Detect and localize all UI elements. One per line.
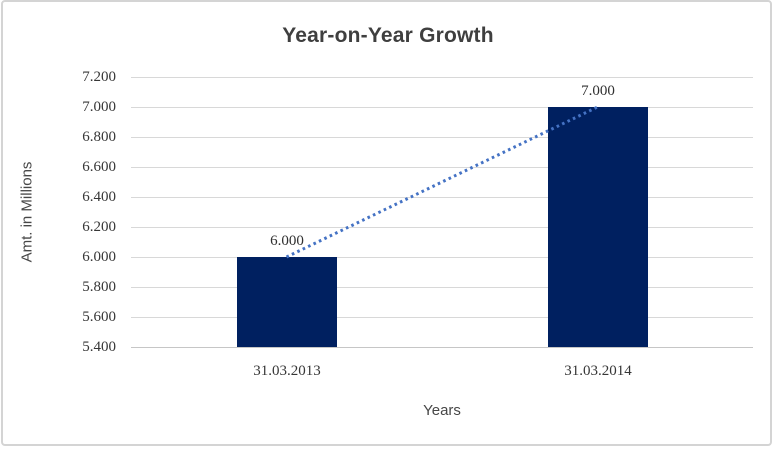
x-tick-label: 31.03.2014 xyxy=(564,363,632,379)
y-tick-label: 6.200 xyxy=(82,219,116,235)
y-tick-label: 6.600 xyxy=(82,159,116,175)
bar-value-label: 6.000 xyxy=(270,233,304,249)
gridline xyxy=(131,287,753,288)
y-tick-label: 5.400 xyxy=(82,339,116,355)
gridline xyxy=(131,257,753,258)
chart-title: Year-on-Year Growth xyxy=(282,24,494,47)
bar-31.03.2013 xyxy=(237,257,337,347)
y-tick-label: 6.000 xyxy=(82,249,116,265)
y-tick-label: 5.600 xyxy=(82,309,116,325)
y-axis-tick-labels: 7.200 7.000 6.800 6.600 6.400 6.200 6.000 5.800… xyxy=(0,69,116,355)
y-tick-label: 6.400 xyxy=(82,189,116,205)
gridline xyxy=(131,197,753,198)
y-tick-label: 5.800 xyxy=(82,279,116,295)
gridline xyxy=(131,167,753,168)
trendline xyxy=(285,105,599,259)
y-tick-label: 7.000 xyxy=(82,99,116,115)
x-axis-title: Years xyxy=(423,402,461,419)
x-tick-label: 31.03.2013 xyxy=(253,363,321,379)
gridline xyxy=(131,317,753,318)
y-tick-label: 6.800 xyxy=(82,129,116,145)
bar-value-label: 7.000 xyxy=(581,83,615,99)
gridline xyxy=(131,77,753,78)
bar-31.03.2014 xyxy=(548,107,648,347)
y-tick-label: 7.200 xyxy=(82,69,116,85)
x-axis-line xyxy=(131,347,753,348)
gridline xyxy=(131,107,753,108)
gridline xyxy=(131,137,753,138)
gridline xyxy=(131,227,753,228)
plot-area: 6.000 7.000 xyxy=(131,77,753,348)
